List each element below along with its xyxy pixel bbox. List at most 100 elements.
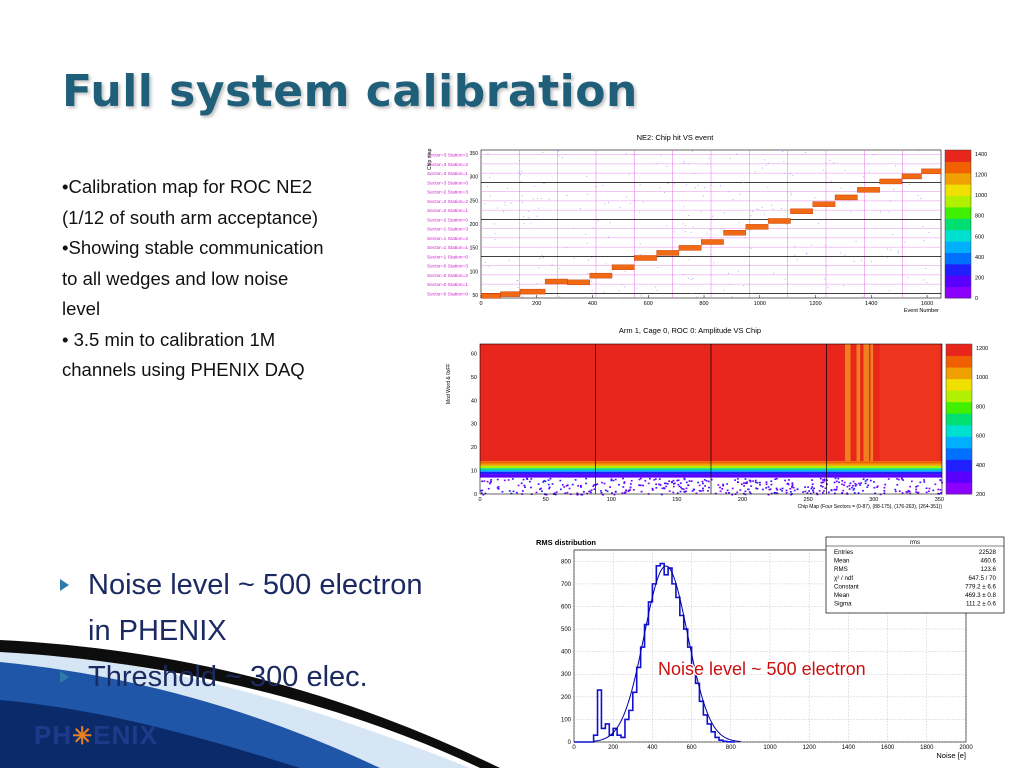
x-tick-label: 1600 bbox=[921, 301, 933, 307]
amplitude-speckle bbox=[830, 489, 833, 491]
amplitude-speckle bbox=[836, 486, 838, 488]
hot-column bbox=[870, 344, 874, 462]
amplitude-speckle bbox=[826, 483, 828, 486]
amplitude-speckle bbox=[908, 490, 911, 493]
noise-dot bbox=[791, 193, 792, 195]
hit-block bbox=[834, 194, 858, 201]
amplitude-speckle bbox=[785, 489, 788, 492]
y-tick-label: 20 bbox=[471, 445, 477, 451]
hit-block bbox=[857, 187, 880, 193]
histogram-bar bbox=[696, 683, 700, 742]
noise-dot bbox=[548, 198, 550, 200]
noise-dot bbox=[785, 223, 787, 225]
x-tick-label: 0 bbox=[478, 497, 481, 503]
noise-dot bbox=[773, 272, 775, 274]
amplitude-speckle bbox=[661, 487, 664, 490]
colorbar-segment bbox=[945, 184, 971, 197]
noise-dot bbox=[628, 173, 630, 175]
noise-dot bbox=[590, 280, 592, 282]
amplitude-speckle bbox=[793, 489, 796, 492]
amplitude-speckle bbox=[852, 484, 854, 487]
amplitude-speckle bbox=[610, 478, 613, 481]
noise-dot bbox=[484, 203, 486, 205]
noise-dot bbox=[862, 176, 864, 178]
hit-block bbox=[701, 239, 724, 245]
amplitude-speckle bbox=[823, 479, 826, 482]
amplitude-speckle bbox=[544, 493, 547, 496]
amplitude-speckle bbox=[702, 482, 704, 485]
amplitude-speckle bbox=[785, 491, 788, 494]
colorbar-tick-label: 1400 bbox=[975, 152, 987, 158]
hit-block bbox=[901, 173, 922, 180]
noise-dot bbox=[805, 152, 806, 154]
noise-dot bbox=[688, 163, 690, 165]
amplitude-speckle bbox=[515, 491, 518, 494]
amplitude-speckle bbox=[541, 490, 543, 493]
amplitude-speckle bbox=[684, 491, 686, 493]
hot-column bbox=[856, 344, 861, 462]
noise-dot bbox=[710, 184, 712, 186]
amplitude-speckle bbox=[722, 484, 725, 487]
amplitude-speckle bbox=[639, 484, 642, 487]
noise-dot bbox=[639, 254, 641, 256]
amplitude-speckle bbox=[759, 481, 761, 484]
logo-text-right: ENIX bbox=[93, 720, 158, 750]
y-tick-label: 600 bbox=[561, 604, 572, 610]
amplitude-speckle bbox=[854, 485, 857, 487]
noise-dot bbox=[847, 200, 849, 202]
amplitude-speckle bbox=[530, 478, 533, 480]
amplitude-speckle bbox=[827, 491, 830, 494]
noise-dot bbox=[886, 256, 888, 258]
noise-dot bbox=[926, 282, 928, 284]
amplitude-speckle bbox=[676, 479, 679, 482]
noise-dot bbox=[655, 163, 657, 165]
noise-dot bbox=[750, 215, 752, 217]
amplitude-speckle bbox=[774, 478, 777, 480]
amplitude-speckle bbox=[590, 489, 593, 492]
amplitude-speckle bbox=[596, 483, 599, 485]
noise-dot bbox=[682, 274, 684, 275]
phenix-logo: PH✳ENIX bbox=[34, 720, 158, 751]
noise-dot bbox=[824, 244, 826, 246]
noise-dot bbox=[494, 223, 496, 225]
amplitude-speckle bbox=[695, 492, 698, 495]
noise-dot bbox=[888, 290, 890, 292]
histogram-bar bbox=[699, 701, 703, 742]
noise-dot bbox=[738, 270, 739, 272]
amplitude-speckle bbox=[740, 483, 743, 485]
amplitude-speckle bbox=[853, 492, 856, 494]
noise-dot bbox=[790, 191, 791, 193]
amplitude-speckle bbox=[614, 491, 617, 493]
amplitude-speckle bbox=[848, 488, 851, 490]
amplitude-chart: Arm 1, Cage 0, ROC 0: Amplitude VS Chip 6… bbox=[446, 326, 988, 510]
noise-dot bbox=[713, 262, 715, 264]
noise-dot bbox=[688, 215, 690, 216]
row-label: Sector=2 Station=2 bbox=[427, 199, 468, 205]
noise-dot bbox=[538, 267, 540, 269]
amplitude-speckle bbox=[787, 482, 789, 485]
amplitude-speckle bbox=[745, 482, 748, 485]
noise-dot bbox=[697, 184, 699, 186]
noise-dot bbox=[909, 183, 910, 185]
x-tick-label: 150 bbox=[672, 497, 681, 503]
row-label: Sector=1 Station=3 bbox=[427, 227, 468, 233]
noise-dot bbox=[665, 225, 667, 227]
row-label: Sector=2 Station=1 bbox=[427, 208, 468, 214]
stats-value: 460.6 bbox=[981, 558, 997, 565]
noise-dot bbox=[666, 166, 668, 168]
amplitude-speckle bbox=[852, 480, 855, 483]
amplitude-speckle bbox=[869, 479, 872, 482]
colorbar-tick-label: 600 bbox=[975, 234, 984, 240]
noise-dot bbox=[494, 238, 496, 240]
logo-star-icon: ✳ bbox=[72, 723, 94, 750]
histogram-bar bbox=[633, 692, 637, 742]
amplitude-speckle bbox=[559, 479, 562, 482]
noise-dot bbox=[751, 292, 753, 294]
amplitude-speckle bbox=[776, 488, 779, 491]
noise-dot bbox=[639, 243, 641, 245]
amplitude-speckle bbox=[714, 492, 717, 495]
amplitude-speckle bbox=[638, 484, 641, 486]
amplitude-speckle bbox=[603, 482, 606, 485]
amplitude-speckle bbox=[523, 484, 526, 487]
noise-dot bbox=[508, 259, 510, 261]
